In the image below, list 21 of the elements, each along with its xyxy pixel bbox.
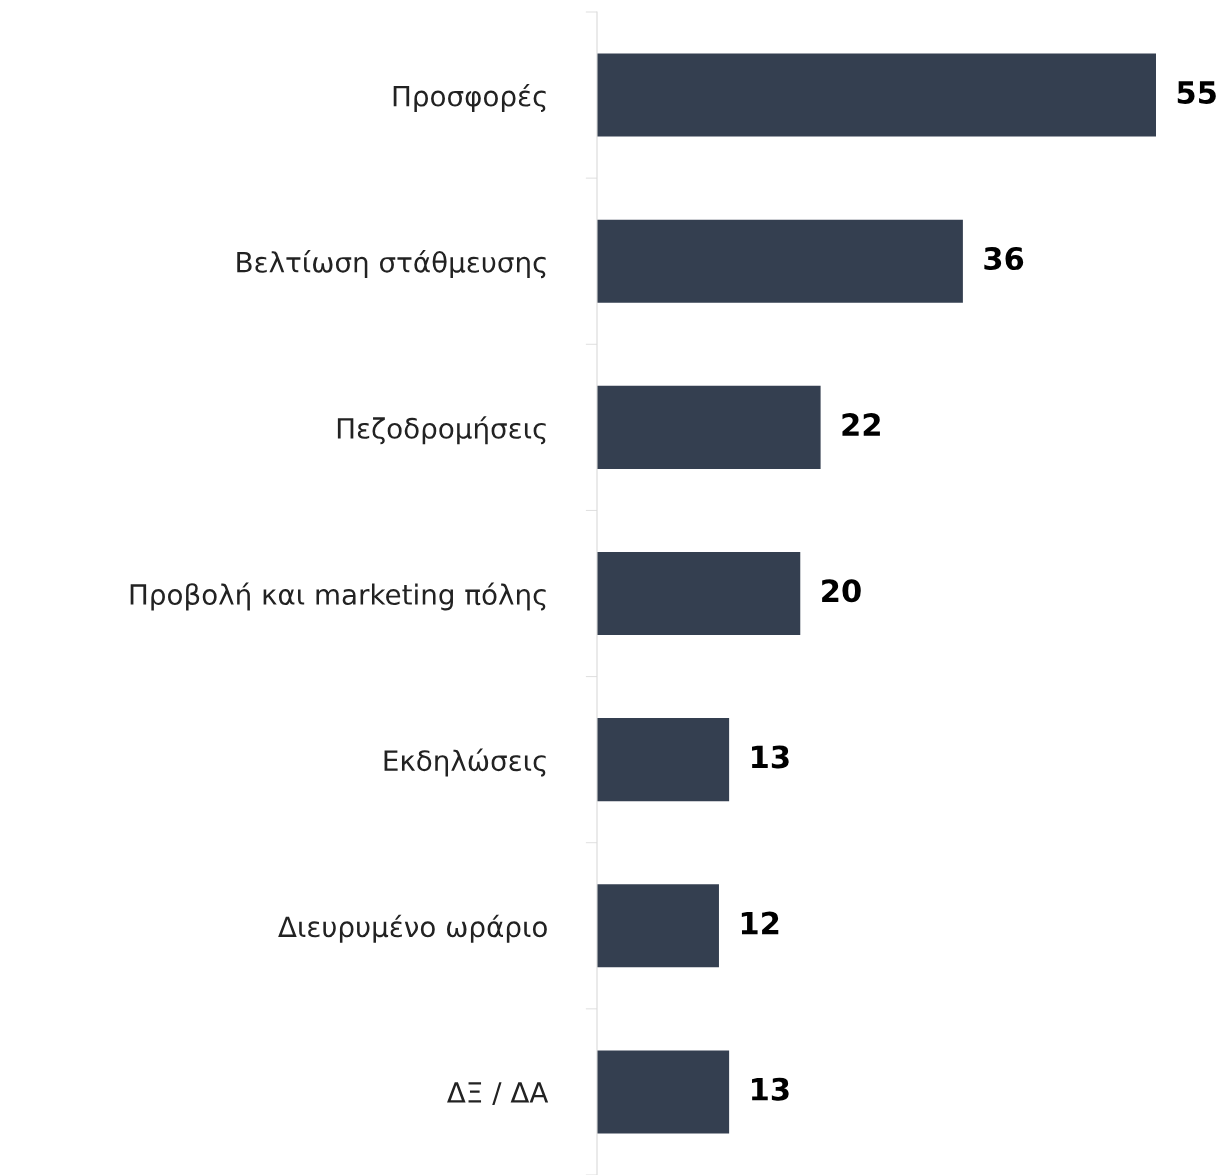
data-label: 22 [842, 413, 880, 436]
data-label: 36 [984, 246, 1024, 271]
data-label: 55 [1177, 81, 1216, 104]
data-label: 20 [822, 579, 861, 603]
y-tick-label: Πεζοδρομήσεις [337, 416, 546, 445]
bar [597, 219, 963, 303]
y-tick-label: ΔΞ / ΔΑ [447, 1082, 549, 1106]
y-tick-label: Προβολή και marketing πόλης [130, 582, 546, 611]
bar [597, 53, 1156, 137]
data-label: 12 [741, 911, 779, 935]
bar [597, 551, 801, 636]
y-tick-label: Διευρυμένο ωράριο [278, 914, 547, 943]
y-tick-label: Εκδηλώσεις [384, 748, 546, 777]
data-label: 13 [752, 745, 789, 769]
bar [597, 385, 821, 469]
bar [597, 718, 730, 802]
data-label: 13 [752, 1077, 789, 1101]
y-tick-label: Προσφορές [393, 83, 546, 113]
y-tick-label: Βελτίωση στάθμευσης [237, 250, 546, 279]
bar [597, 884, 719, 968]
bar [597, 1050, 730, 1134]
